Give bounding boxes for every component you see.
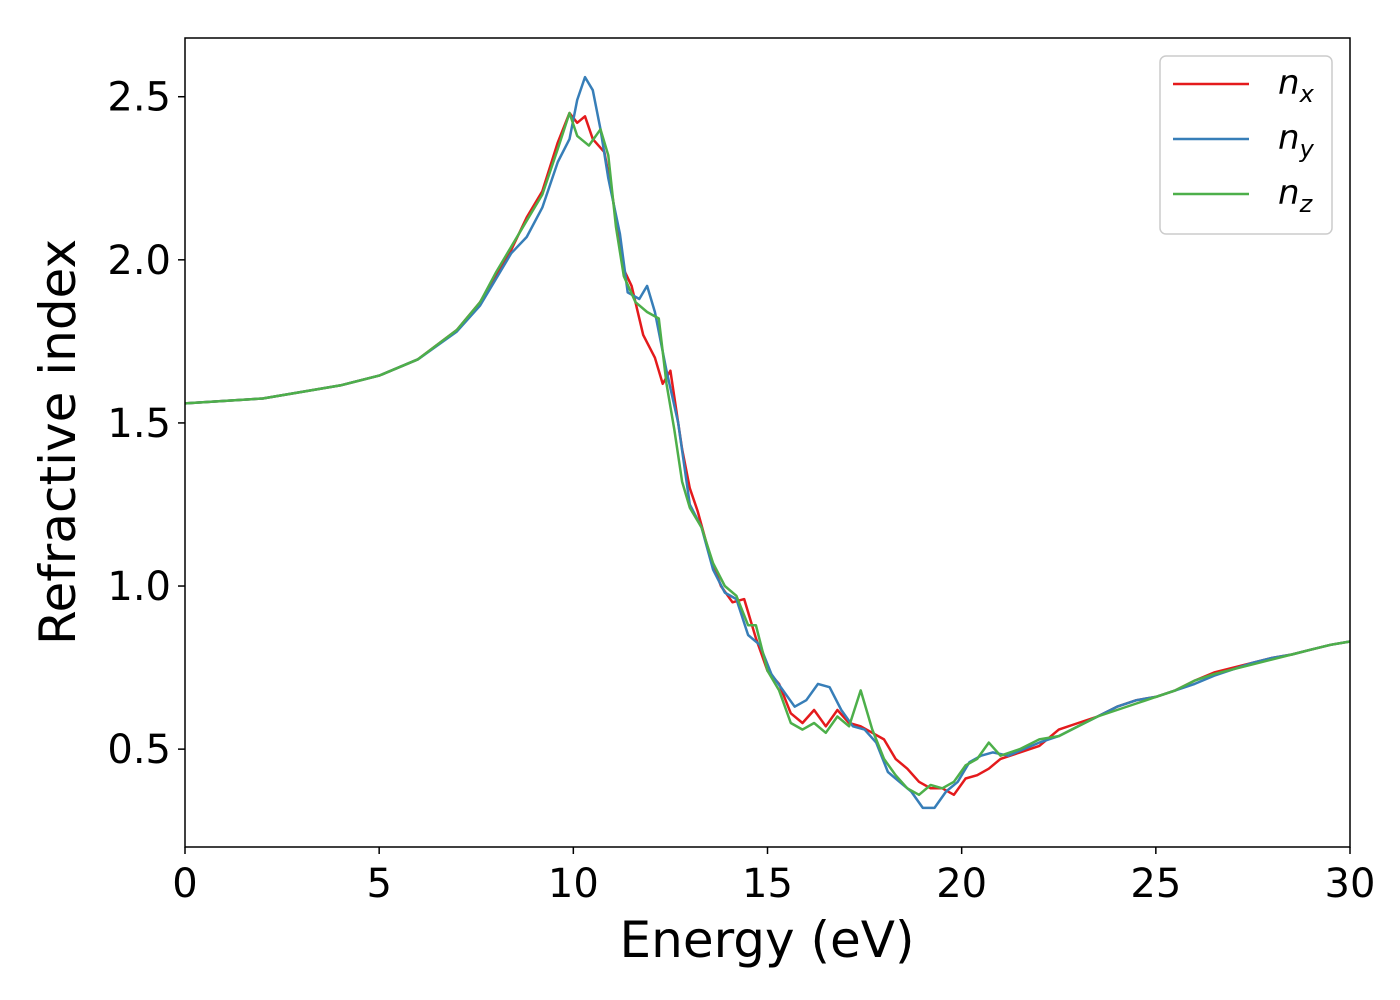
series-layer bbox=[184, 75, 1351, 810]
series-line-z bbox=[184, 111, 1351, 797]
series-line-y bbox=[184, 75, 1351, 810]
x-tick-label: 20 bbox=[936, 861, 987, 907]
legend-label-y: ny bbox=[1278, 118, 1315, 163]
y-tick-label: 2.0 bbox=[107, 238, 171, 284]
x-tick-label: 10 bbox=[548, 861, 599, 907]
y-tick-label: 1.5 bbox=[107, 401, 171, 447]
legend-label-x: nx bbox=[1278, 63, 1315, 108]
legend-box bbox=[1159, 55, 1333, 235]
x-tick-label: 0 bbox=[172, 861, 197, 907]
y-tick-label: 0.5 bbox=[107, 727, 171, 773]
legend-label-z: nz bbox=[1278, 173, 1314, 218]
y-tick-label: 1.0 bbox=[107, 564, 171, 610]
x-tick-label: 30 bbox=[1325, 861, 1376, 907]
x-axis-ticks: 0 5 10 15 20 25 30 bbox=[172, 847, 1375, 907]
x-axis-label: Energy (eV) bbox=[620, 911, 915, 969]
y-axis-ticks: 0.5 1.0 1.5 2.0 2.5 bbox=[107, 75, 185, 773]
x-tick-label: 5 bbox=[366, 861, 391, 907]
y-axis-label: Refractive index bbox=[29, 239, 87, 645]
y-tick-label: 2.5 bbox=[107, 75, 171, 121]
x-tick-label: 25 bbox=[1130, 861, 1181, 907]
x-tick-label: 15 bbox=[742, 861, 793, 907]
legend: nx ny nz bbox=[1159, 55, 1333, 235]
